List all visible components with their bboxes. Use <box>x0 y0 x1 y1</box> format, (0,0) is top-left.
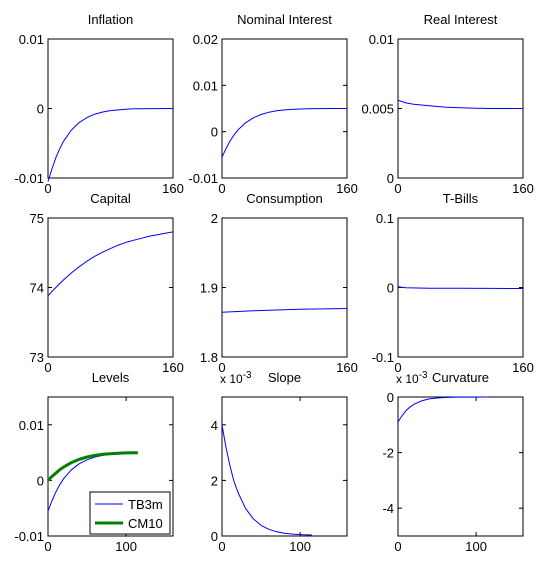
y-tick-label: -4 <box>382 501 394 516</box>
y-tick-label: 0 <box>211 125 218 140</box>
series-line-1 <box>397 396 488 423</box>
subplot-title: Consumption <box>246 191 323 206</box>
subplot-title: Real Interest <box>424 12 498 27</box>
y-tick-label: 0.01 <box>193 78 218 93</box>
y-tick-label: 0.005 <box>361 102 394 117</box>
x-tick-label: 160 <box>162 360 184 375</box>
y-tick-label: 0.01 <box>19 32 44 47</box>
x-tick-label: 160 <box>512 181 534 196</box>
y-tick-label: 74 <box>30 281 44 296</box>
series-line-1 <box>47 108 173 182</box>
y-tick-label: 1.9 <box>200 281 218 296</box>
x-tick-label: 160 <box>162 181 184 196</box>
series-line-1 <box>221 308 348 313</box>
y-tick-label: 0.02 <box>193 32 218 47</box>
y-tick-label: -2 <box>382 446 394 461</box>
y-tick-label: -0.01 <box>14 171 44 186</box>
series-line-1 <box>221 424 312 536</box>
x-tick-label: 0 <box>394 181 401 196</box>
y-tick-label: 75 <box>30 211 44 226</box>
y-tick-label: 0 <box>387 281 394 296</box>
x-tick-label: 100 <box>465 539 487 554</box>
series-line-1 <box>397 99 523 109</box>
x-tick-label: 0 <box>44 360 51 375</box>
y-tick-label: 0 <box>37 473 44 488</box>
x-tick-label: 0 <box>44 181 51 196</box>
y-tick-label: 2 <box>211 211 218 226</box>
legend: TB3m CM10 <box>89 491 171 535</box>
y-tick-label: 0 <box>211 529 218 544</box>
x-tick-label: 100 <box>289 539 311 554</box>
x-tick-label: 0 <box>394 539 401 554</box>
subplot-4: Capital 0 160 73 74 75 <box>30 191 184 375</box>
x-tick-label: 0 <box>218 539 225 554</box>
subplot-5: Consumption 0 160 1.8 1.9 2 <box>200 191 358 375</box>
subplot-title: Levels <box>92 370 130 385</box>
y-tick-label: -0.1 <box>372 350 394 365</box>
subplot-3: Real Interest 0 160 0 0.005 0.01 <box>361 12 533 196</box>
y-tick-label: -0.01 <box>188 171 218 186</box>
subplot-8: Slope x 10-3 0 100 0 2 4 <box>211 370 348 554</box>
x-tick-label: 0 <box>394 360 401 375</box>
series-line-1 <box>47 231 174 297</box>
x-tick-label: 0 <box>218 360 225 375</box>
y-tick-label: 0 <box>37 102 44 117</box>
axes-frame <box>221 396 348 537</box>
y-tick-label: 73 <box>30 350 44 365</box>
series-line-1 <box>397 286 524 289</box>
x-tick-label: 0 <box>218 181 225 196</box>
y-tick-label: 0 <box>387 171 394 186</box>
subplot-title: Curvature <box>432 370 489 385</box>
axes-frame <box>47 396 174 537</box>
subplot-title: Slope <box>268 370 301 385</box>
axes-frame <box>397 396 524 537</box>
axes-frame <box>47 217 174 358</box>
x-tick-label: 100 <box>115 539 137 554</box>
x-tick-label: 160 <box>336 360 358 375</box>
y-tick-label: 4 <box>211 418 218 433</box>
y-tick-label: 1.8 <box>200 350 218 365</box>
y-tick-label: -0.01 <box>14 529 44 544</box>
legend-box <box>89 491 171 535</box>
y-tick-label: 0.01 <box>369 32 394 47</box>
subplot-title: Inflation <box>88 12 134 27</box>
x-tick-label: 0 <box>44 539 51 554</box>
subplot-title: T-Bills <box>443 191 479 206</box>
y-tick-label: 2 <box>211 473 218 488</box>
exponent-label: x 10-3 <box>396 370 428 386</box>
x-tick-label: 160 <box>512 360 534 375</box>
y-tick-label: 0.1 <box>376 211 394 226</box>
legend-label: CM10 <box>128 516 163 531</box>
exponent-label: x 10-3 <box>220 370 252 386</box>
subplot-title: Nominal Interest <box>237 12 332 27</box>
series-line-1 <box>221 108 347 158</box>
y-tick-label: 0 <box>387 390 394 405</box>
series-line-cm10 <box>46 451 138 482</box>
axes-frame <box>221 217 348 358</box>
legend-label: TB3m <box>128 497 163 512</box>
x-tick-label: 160 <box>336 181 358 196</box>
y-tick-label: 0.01 <box>19 418 44 433</box>
subplot-title: Capital <box>90 191 131 206</box>
